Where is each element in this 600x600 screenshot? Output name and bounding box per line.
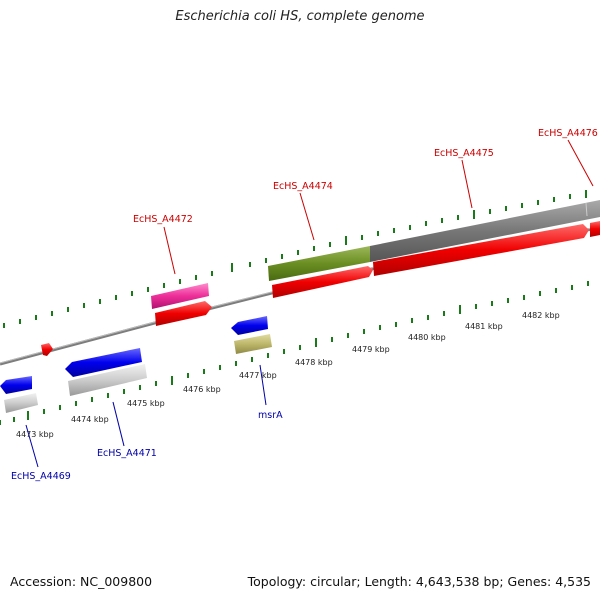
gene-msra-khaki[interactable] bbox=[234, 334, 272, 354]
gene-boundary bbox=[585, 202, 588, 217]
gene-echs-a4469-light[interactable] bbox=[4, 393, 38, 413]
kbp-label: 4480 kbp bbox=[408, 333, 446, 342]
small-red-feature[interactable] bbox=[41, 343, 53, 356]
upper-tick-row bbox=[3, 190, 587, 328]
leader-lines bbox=[25, 139, 594, 468]
kbp-label: 4476 kbp bbox=[183, 385, 221, 394]
gene-echs-a4472-red[interactable] bbox=[155, 301, 212, 326]
kbp-label: 4474 kbp bbox=[71, 415, 109, 424]
gene-label-msra[interactable]: msrA bbox=[258, 410, 283, 421]
gene-label-echs-a4469[interactable]: EcHS_A4469 bbox=[11, 471, 71, 482]
gene-label-echs-a4472[interactable]: EcHS_A4472 bbox=[133, 214, 193, 225]
genome-summary-text: Topology: circular; Length: 4,643,538 bp… bbox=[247, 574, 591, 589]
gene-echs-a4474-olive[interactable] bbox=[268, 246, 370, 281]
kbp-label: 4482 kbp bbox=[522, 311, 560, 320]
gene-echs-a4475-gray[interactable] bbox=[370, 200, 600, 262]
gene-echs-a4475-red[interactable] bbox=[373, 224, 589, 276]
kbp-label: 4473 kbp bbox=[16, 430, 54, 439]
gene-echs-a4476-red[interactable] bbox=[590, 221, 600, 237]
gene-echs-a4471-light[interactable] bbox=[68, 364, 147, 396]
kbp-label: 4479 kbp bbox=[352, 345, 390, 354]
gene-label-echs-a4476[interactable]: EcHS_A4476 bbox=[538, 128, 598, 139]
map-title: Escherichia coli HS, complete genome bbox=[175, 9, 425, 24]
kbp-label: 4481 kbp bbox=[465, 322, 503, 331]
gene-label-echs-a4475[interactable]: EcHS_A4475 bbox=[434, 148, 494, 159]
gene-msra-blue[interactable] bbox=[231, 316, 268, 335]
kbp-label: 4478 kbp bbox=[295, 358, 333, 367]
kbp-label: 4475 kbp bbox=[127, 399, 165, 408]
gene-label-echs-a4471[interactable]: EcHS_A4471 bbox=[97, 448, 157, 459]
gene-echs-a4471-blue[interactable] bbox=[65, 348, 142, 377]
gene-echs-a4469-blue[interactable] bbox=[0, 376, 32, 394]
kbp-label: 4477 kbp bbox=[239, 371, 277, 380]
accession-text: Accession: NC_009800 bbox=[10, 574, 153, 589]
gene-echs-a4472-pink[interactable] bbox=[151, 283, 209, 309]
lower-tick-row bbox=[0, 281, 589, 425]
gene-label-echs-a4474[interactable]: EcHS_A4474 bbox=[273, 181, 333, 192]
gene-echs-a4474-red[interactable] bbox=[272, 266, 373, 298]
